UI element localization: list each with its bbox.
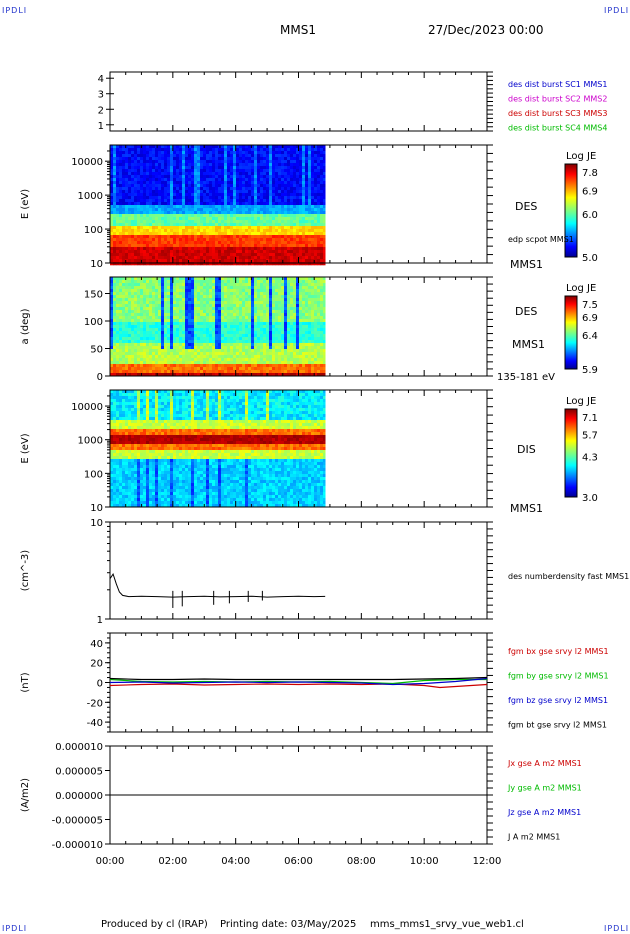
colorbar-tick-dis-energy: 7.1: [582, 413, 598, 424]
panel-frame-panel-config: [109, 71, 488, 132]
legend-config-2: des dist burst SC2 MMS2: [508, 95, 607, 104]
colorbar-tick-des-pitch: 6.4: [582, 331, 598, 342]
xtick-time: 04:00: [221, 856, 250, 867]
corner-label-bottom-left: IPDLI: [2, 924, 28, 933]
colorbar-tick-dis-energy: 4.3: [582, 452, 598, 463]
label-des-pitch: DES: [515, 305, 537, 318]
xtick-time: 02:00: [158, 856, 187, 867]
ytick-des-energy: 10000: [71, 157, 103, 168]
colorbar-tick-des-pitch: 7.5: [582, 300, 598, 311]
ytick-des-energy: 100: [84, 225, 103, 236]
ytick-dis-energy: 10: [90, 503, 103, 514]
colorbar-tick-des-energy: 6.0: [582, 210, 598, 221]
colorbar-tick-des-energy: 7.8: [582, 168, 598, 179]
ytick-current: 0.000000: [55, 791, 103, 802]
ylabel-current: (A/m2): [20, 778, 31, 812]
label-scpot: edp scpot MMS1: [508, 235, 574, 244]
corner-label-bottom-right: IPDLI: [604, 924, 630, 933]
colorbar-tick-dis-energy: 3.0: [582, 493, 598, 504]
legend-bfield-3: fgm bz gse srvy l2 MMS1: [508, 696, 608, 705]
colorbar-dis-energy: [564, 408, 578, 498]
legend-config-4: des dist burst SC4 MMS4: [508, 124, 607, 133]
spectrogram-dis-energy: [110, 390, 326, 508]
colorbar-tick-des-energy: 6.9: [582, 187, 598, 198]
ytick-des-pitch: 100: [84, 317, 103, 328]
ytick-bfield: 40: [90, 639, 103, 650]
ytick-des-pitch: 150: [84, 290, 103, 301]
ytick-des-energy: 10: [90, 259, 103, 270]
colorbar-tick-des-energy: 5.0: [582, 253, 598, 264]
ytick-config: 1: [98, 121, 104, 132]
series-bfield-1: [109, 683, 488, 689]
ytick-bfield: -20: [87, 698, 103, 709]
ytick-des-pitch: 50: [90, 345, 103, 356]
ytick-config: 4: [98, 74, 104, 85]
series-bfield-3: [109, 677, 488, 686]
spectrogram-des-pitch: [110, 277, 326, 377]
ylabel-dis-energy: E (eV): [20, 433, 31, 463]
ytick-density: 10: [90, 518, 103, 529]
ytick-des-energy: 1000: [78, 191, 103, 202]
ytick-des-pitch: 0: [97, 372, 103, 383]
ytick-dis-energy: 100: [84, 469, 103, 480]
spacecraft-title: MMS1: [280, 23, 316, 37]
legend-current-2: Jy gse A m2 MMS1: [507, 784, 582, 793]
ytick-bfield: 20: [90, 659, 103, 670]
xtick-time: 08:00: [347, 856, 376, 867]
label-pitch-energy: 135-181 eV: [497, 372, 555, 383]
colorbar-tick-des-pitch: 5.9: [582, 365, 598, 376]
xtick-time: 00:00: [96, 856, 125, 867]
series-density: [109, 572, 326, 598]
ylabel-des-energy: E (eV): [20, 189, 31, 219]
legend-bfield-4: fgm bt gse srvy l2 MMS1: [508, 721, 607, 730]
ytick-density: 1: [97, 615, 103, 626]
label-des-energy: DES: [515, 200, 537, 213]
panel-frame-panel-density: [109, 521, 488, 620]
xtick-time: 12:00: [473, 856, 502, 867]
colorbar-des-energy: [564, 163, 578, 258]
ytick-bfield: -40: [87, 718, 103, 729]
ytick-config: 3: [98, 90, 104, 101]
date-title: 27/Dec/2023 00:00: [428, 23, 544, 37]
footer-produced-by: Produced by cl (IRAP): [101, 919, 208, 930]
label-des-energy-sc: MMS1: [510, 258, 543, 271]
colorbar-tick-dis-energy: 5.7: [582, 430, 598, 441]
legend-config-1: des dist burst SC1 MMS1: [508, 80, 607, 89]
legend-current-3: Jz gse A m2 MMS1: [507, 808, 581, 817]
ylabel-des-pitch: a (deg): [20, 308, 31, 344]
xtick-time: 10:00: [410, 856, 439, 867]
ytick-dis-energy: 1000: [78, 436, 103, 447]
legend-density: des numberdensity fast MMS1: [508, 572, 629, 581]
colorbar-des-pitch: [564, 295, 578, 370]
footer-printing-date: Printing date: 03/May/2025: [220, 919, 357, 930]
ytick-current: -0.000005: [52, 816, 103, 827]
colorbar-tick-des-pitch: 6.9: [582, 313, 598, 324]
colorbar-title-des-pitch: Log JE: [566, 283, 596, 294]
label-des-pitch-sc: MMS1: [512, 338, 545, 351]
ytick-config: 2: [98, 105, 104, 116]
ytick-current: 0.000010: [55, 742, 103, 753]
legend-current-4: J A m2 MMS1: [507, 833, 560, 842]
ytick-current: 0.000005: [55, 767, 103, 778]
label-dis-energy: DIS: [517, 443, 536, 456]
footer-file: mms_mms1_srvy_vue_web1.cl: [370, 919, 524, 930]
legend-bfield-2: fgm by gse srvy l2 MMS1: [508, 672, 609, 681]
ytick-current: -0.000010: [52, 840, 103, 851]
corner-label-top-left: IPDLI: [2, 6, 28, 15]
label-dis-energy-sc: MMS1: [510, 502, 543, 515]
legend-current-1: Jx gse A m2 MMS1: [507, 759, 582, 768]
ylabel-bfield: (nT): [20, 672, 31, 692]
ylabel-density: (cm^-3): [20, 550, 31, 591]
ytick-dis-energy: 10000: [71, 402, 103, 413]
ytick-bfield: 0: [97, 679, 103, 690]
legend-bfield-1: fgm bx gse srvy l2 MMS1: [508, 647, 609, 656]
corner-label-top-right: IPDLI: [604, 6, 630, 15]
legend-config-3: des dist burst SC3 MMS3: [508, 109, 607, 118]
colorbar-title-des-energy: Log JE: [566, 151, 596, 162]
colorbar-title-dis-energy: Log JE: [566, 396, 596, 407]
xtick-time: 06:00: [284, 856, 313, 867]
spectrogram-des-energy: [110, 145, 326, 266]
series-bfield-4: [109, 676, 488, 681]
